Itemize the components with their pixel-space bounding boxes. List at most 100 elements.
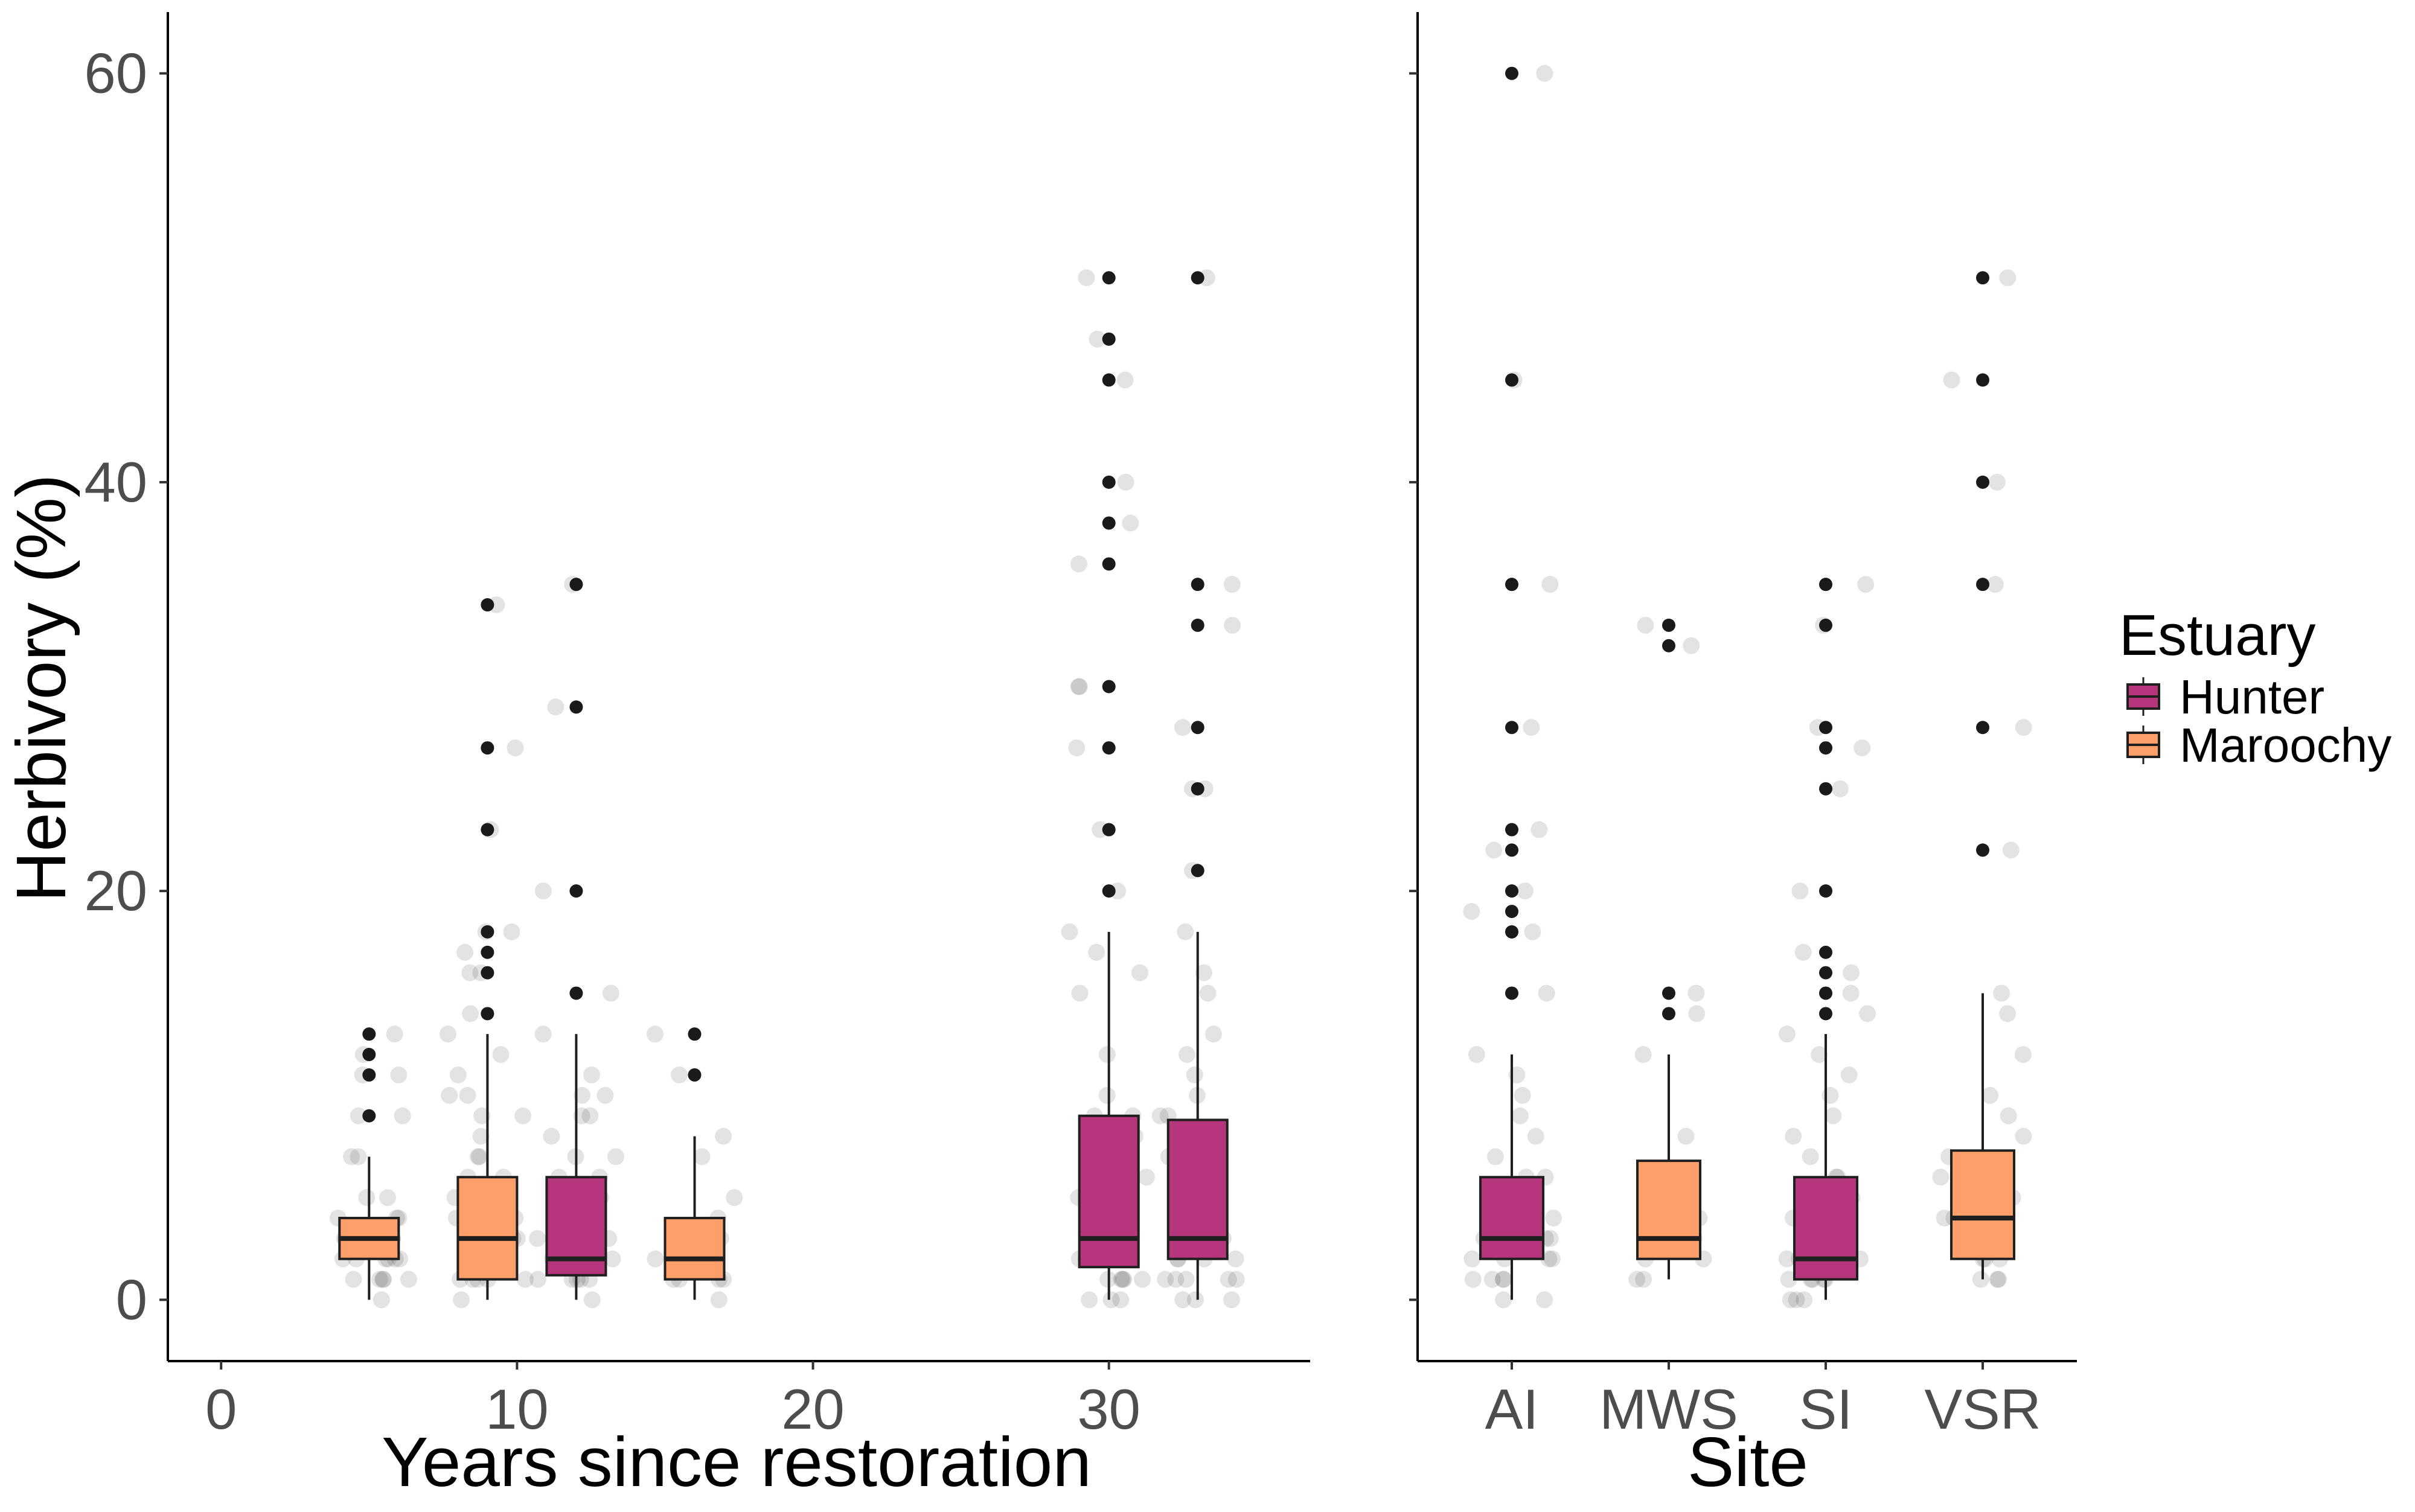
jitter-point (469, 1148, 487, 1166)
jitter-point (583, 1066, 600, 1083)
outlier-point (1505, 986, 1518, 1000)
outlier-point (1976, 578, 1989, 592)
legend-label-hunter: Hunter (2180, 670, 2324, 724)
jitter-point (371, 1271, 388, 1288)
outlier-point (688, 1068, 702, 1082)
jitter-point (1098, 1086, 1116, 1104)
jitter-point (449, 1066, 467, 1083)
jitter-point (1131, 964, 1148, 981)
x-tick-label: VSR (1924, 1377, 2041, 1441)
jitter-point (1822, 1086, 1839, 1104)
outlier-point (1102, 373, 1116, 387)
jitter-point (1174, 1291, 1192, 1309)
box-maroochy (1950, 1149, 2015, 1260)
jitter-point (1791, 882, 1809, 900)
jitter-point (1157, 1271, 1174, 1288)
outlier-point (569, 700, 583, 714)
outlier-point (1819, 945, 1832, 959)
x-axis-title-right: Site (1687, 1423, 1808, 1501)
jitter-point (1543, 1250, 1561, 1268)
jitter-point (1843, 964, 1860, 981)
jitter-point (375, 1271, 392, 1288)
jitter-point (1511, 1107, 1529, 1124)
box-maroochy (456, 1176, 519, 1281)
box-hunter (1479, 1176, 1544, 1260)
legend-key-hunter (2126, 677, 2160, 716)
jitter-point (471, 1148, 488, 1166)
jitter-point (529, 1230, 546, 1247)
jitter-point (1524, 923, 1541, 940)
jitter-point (1070, 555, 1087, 573)
jitter-point (1982, 1086, 1999, 1104)
jitter-point (1536, 65, 1553, 82)
jitter-point (2002, 841, 2020, 859)
x-axis-title-left: Years since restoration (382, 1423, 1092, 1501)
jitter-point (1687, 984, 1705, 1002)
outlier-point (1976, 475, 1989, 489)
jitter-point (1536, 1291, 1553, 1309)
jitter-point (604, 1250, 621, 1268)
jitter-point (1134, 1271, 1151, 1288)
jitter-point (1495, 1271, 1512, 1288)
y-tick-label: 60 (84, 42, 147, 105)
jitter-point (2015, 1128, 2032, 1145)
jitter-point (462, 1005, 479, 1022)
outlier-point (1102, 332, 1116, 346)
outlier-point (1505, 66, 1518, 80)
jitter-point (710, 1291, 728, 1309)
jitter-point (461, 964, 479, 981)
outlier-point (1191, 721, 1204, 735)
jitter-point (390, 1066, 408, 1083)
jitter-point (647, 1250, 664, 1268)
outlier-point (688, 1027, 702, 1041)
outlier-point (1819, 618, 1832, 632)
y-tick-label: 0 (116, 1268, 147, 1331)
jitter-point (1778, 1026, 1796, 1043)
jitter-point (1778, 1250, 1796, 1268)
outlier-point (362, 1027, 376, 1041)
box-hunter (1793, 1176, 1858, 1281)
jitter-point (1634, 1046, 1652, 1064)
jitter-point (345, 1271, 362, 1288)
outlier-point (1819, 966, 1832, 980)
jitter-point (374, 1271, 392, 1288)
jitter-point (1463, 1250, 1481, 1268)
jitter-point (1527, 1128, 1544, 1145)
jitter-point (1635, 1271, 1652, 1288)
outlier-point (1102, 823, 1116, 837)
jitter-point (529, 1271, 546, 1288)
outlier-point (1976, 271, 1989, 285)
jitter-point (400, 1271, 417, 1288)
outlier-point (1191, 271, 1204, 285)
jitter-point (726, 1189, 743, 1207)
jitter-point (1831, 780, 1849, 797)
jitter-point (1780, 1271, 1797, 1288)
right-panel: AI MWS SI VSR (1409, 12, 2077, 1441)
jitter-point (1943, 371, 1960, 389)
outlier-point (1191, 618, 1204, 632)
x-tick-label: 0 (205, 1377, 237, 1441)
jitter-point (1811, 1046, 1828, 1064)
jitter-point (1081, 1291, 1098, 1309)
jitter-point (1932, 1169, 1950, 1186)
jitter-point (1483, 1271, 1501, 1288)
jitter-point (1514, 1086, 1531, 1104)
jitter-point (543, 1128, 560, 1145)
jitter-point (1113, 1271, 1130, 1288)
left-panel: 0 20 40 60 0 10 20 30 (84, 12, 1310, 1441)
jitter-point (1205, 1026, 1223, 1043)
jitter-point (1070, 678, 1087, 695)
jitter-point (1223, 576, 1241, 593)
jitter-point (1788, 1291, 1805, 1309)
box-maroochy (1636, 1160, 1701, 1260)
jitter-point (1794, 943, 1812, 961)
jitter-point (1858, 1005, 1876, 1022)
jitter-point (715, 1128, 732, 1145)
outlier-point (1505, 823, 1518, 837)
jitter-point (350, 1107, 367, 1124)
jitter-point (1151, 1107, 1169, 1124)
outlier-point (362, 1068, 376, 1082)
outlier-point (1102, 557, 1116, 571)
jitter-point (1174, 719, 1191, 736)
